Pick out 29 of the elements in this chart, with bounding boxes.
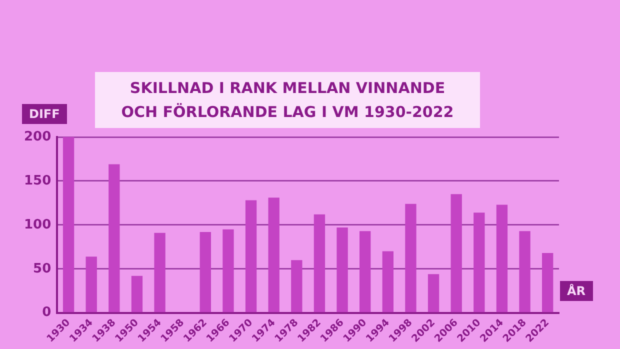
bar <box>360 231 371 312</box>
bar <box>496 204 508 312</box>
y-tick-label: 200 <box>24 129 52 144</box>
bar <box>450 194 462 312</box>
bar <box>268 198 280 312</box>
bar <box>108 164 120 312</box>
bar <box>200 232 212 312</box>
y-tick-label: 0 <box>42 305 52 320</box>
bar <box>474 212 485 312</box>
y-tick-label: 100 <box>24 217 52 232</box>
y-tick-label: 150 <box>24 173 52 188</box>
bar <box>519 231 530 312</box>
x-axis-title: ÅR <box>560 281 593 301</box>
bar <box>154 232 166 312</box>
bar <box>336 228 348 312</box>
bar <box>428 274 440 312</box>
bar <box>222 229 234 312</box>
bar <box>291 260 302 312</box>
bar <box>86 256 97 312</box>
bar <box>382 251 394 312</box>
bar <box>131 276 143 312</box>
bar <box>314 214 326 312</box>
y-tick-label: 50 <box>33 261 52 276</box>
bar <box>405 204 416 312</box>
bar <box>245 200 257 312</box>
bar <box>62 137 74 312</box>
chart-title: SKILLNAD I RANK MELLAN VINNANDE OCH FÖRLORANDE LAG I VM 1930-2022 <box>95 72 480 128</box>
bar <box>542 253 554 312</box>
y-axis-title: DIFF <box>22 104 67 124</box>
